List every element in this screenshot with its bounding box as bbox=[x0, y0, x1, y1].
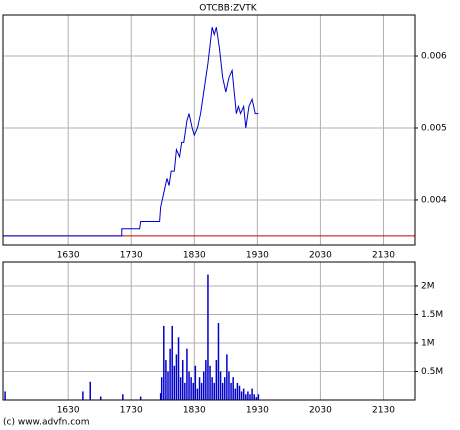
volume-bar bbox=[224, 377, 226, 400]
volume-bar bbox=[82, 391, 84, 400]
volume-bar bbox=[196, 388, 199, 400]
volume-bar bbox=[209, 365, 211, 400]
volume-bar bbox=[173, 365, 176, 400]
volume-bar bbox=[257, 394, 260, 400]
volume-bar bbox=[242, 388, 245, 400]
volume-bar bbox=[245, 394, 247, 400]
volume-bar bbox=[181, 360, 184, 400]
volume-bar bbox=[167, 371, 169, 400]
x-tick-label: 1730 bbox=[120, 251, 143, 261]
volume-bar bbox=[234, 388, 237, 400]
volume-bar bbox=[194, 365, 197, 400]
panel-frame bbox=[2, 261, 416, 401]
volume-bar bbox=[247, 391, 249, 400]
volume-bar bbox=[232, 377, 234, 400]
volume-bar bbox=[139, 396, 142, 400]
volume-bar bbox=[198, 377, 201, 400]
volume-bar bbox=[171, 325, 173, 400]
volume-bar bbox=[251, 388, 253, 400]
y-tick-label: 1.5M bbox=[421, 310, 443, 320]
volume-bar bbox=[177, 337, 180, 400]
volume-bar bbox=[179, 377, 182, 400]
volume-bar bbox=[240, 391, 243, 400]
volume-bar bbox=[4, 391, 6, 400]
y-tick-label: 0.005 bbox=[421, 123, 447, 133]
x-tick-label: 1630 bbox=[57, 251, 80, 261]
volume-bar bbox=[160, 377, 163, 400]
x-tick-label: 1830 bbox=[183, 251, 206, 261]
price-line bbox=[3, 27, 259, 237]
volume-bar bbox=[226, 354, 228, 400]
volume-bar bbox=[159, 393, 162, 400]
footer: (c) www.advfn.com bbox=[3, 418, 89, 428]
volume-bar bbox=[175, 354, 178, 400]
x-tick-label: 1730 bbox=[120, 406, 143, 416]
y-tick-label: 1M bbox=[421, 338, 435, 348]
volume-bar bbox=[192, 382, 194, 400]
volume-bar bbox=[236, 382, 239, 400]
volume-bar bbox=[238, 385, 241, 400]
x-tick-label: 1930 bbox=[246, 406, 269, 416]
volume-bar bbox=[211, 377, 213, 400]
volume-bar bbox=[165, 360, 167, 400]
x-tick-label: 1930 bbox=[246, 251, 269, 261]
x-tick-label: 2130 bbox=[372, 251, 395, 261]
panel-frame bbox=[2, 14, 416, 246]
volume-bar bbox=[249, 394, 251, 400]
volume-bar bbox=[205, 360, 207, 400]
volume-bar bbox=[190, 377, 192, 400]
volume-bar bbox=[213, 382, 216, 400]
volume-bar bbox=[188, 371, 190, 400]
x-tick-label: 2030 bbox=[309, 406, 332, 416]
x-tick-label: 2030 bbox=[309, 251, 332, 261]
volume-bar bbox=[215, 360, 218, 400]
y-tick-label: 0.004 bbox=[421, 195, 447, 205]
y-tick-label: 2M bbox=[421, 281, 435, 291]
volume-bar bbox=[207, 274, 209, 400]
volume-bar bbox=[89, 381, 91, 400]
volume-bar bbox=[202, 371, 205, 400]
volume-bar bbox=[200, 382, 203, 400]
y-tick-label: 0.5M bbox=[421, 367, 443, 377]
volume-bar bbox=[186, 348, 188, 400]
volume-bar bbox=[99, 396, 102, 400]
volume-bar bbox=[169, 348, 171, 400]
volume-bar bbox=[122, 394, 124, 400]
chart-title: OTCBB:ZVTK bbox=[199, 4, 258, 14]
volume-bar bbox=[230, 382, 232, 400]
volume-bar bbox=[163, 325, 165, 400]
volume-bar bbox=[219, 371, 222, 400]
volume-bar bbox=[228, 371, 230, 400]
volume-bar bbox=[217, 323, 220, 400]
x-tick-label: 2130 bbox=[372, 406, 395, 416]
volume-bar bbox=[221, 382, 224, 400]
x-tick-label: 1630 bbox=[57, 406, 80, 416]
y-tick-label: 0.006 bbox=[421, 52, 447, 62]
volume-bar bbox=[253, 394, 255, 400]
x-tick-label: 1830 bbox=[183, 406, 206, 416]
volume-bar bbox=[255, 397, 258, 400]
volume-bar bbox=[184, 382, 186, 400]
